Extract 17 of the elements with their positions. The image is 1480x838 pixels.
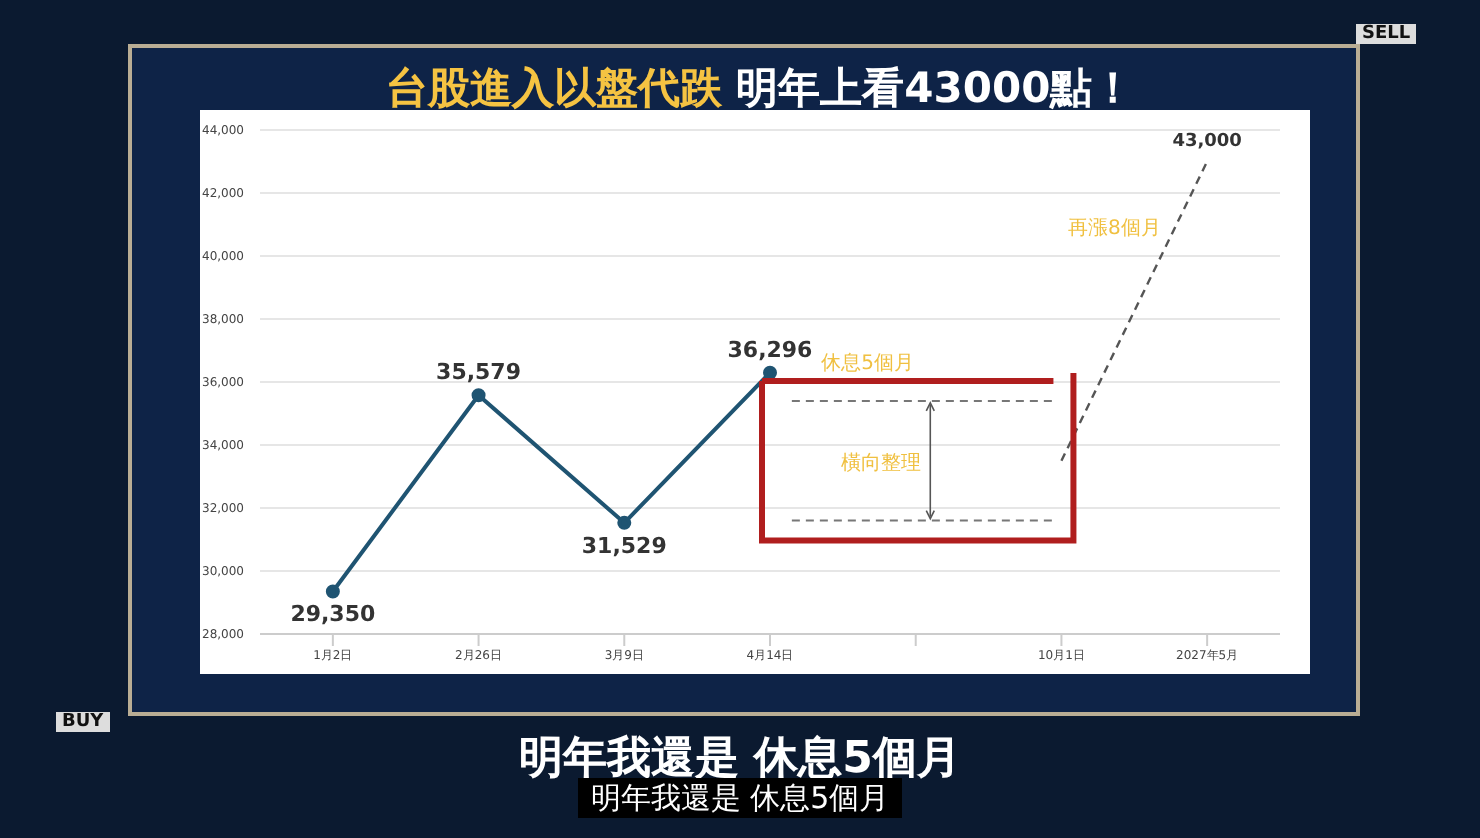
data-label: 43,000 xyxy=(1172,131,1242,152)
annotation: 再漲8個月 xyxy=(1067,215,1161,240)
data-label: 36,296 xyxy=(727,336,814,363)
text: 明年我還是 休息5個月 xyxy=(519,734,961,784)
data-label: 31,529 xyxy=(581,532,667,559)
annotation: 橫向整理 xyxy=(841,450,922,475)
chart-title: 台股進入以盤代跌 明年上看43000點！ xyxy=(385,64,1135,112)
point xyxy=(471,388,486,403)
data-label: 29,350 xyxy=(290,601,376,628)
data-label: 35,579 xyxy=(436,359,522,386)
point xyxy=(325,584,340,599)
text: 明年我還是 休息5個月 xyxy=(578,778,902,818)
annotation: 休息5個月 xyxy=(821,350,915,375)
text: BUY xyxy=(56,712,110,732)
point xyxy=(617,515,632,530)
point xyxy=(763,365,777,380)
text: SELL xyxy=(1356,24,1417,44)
